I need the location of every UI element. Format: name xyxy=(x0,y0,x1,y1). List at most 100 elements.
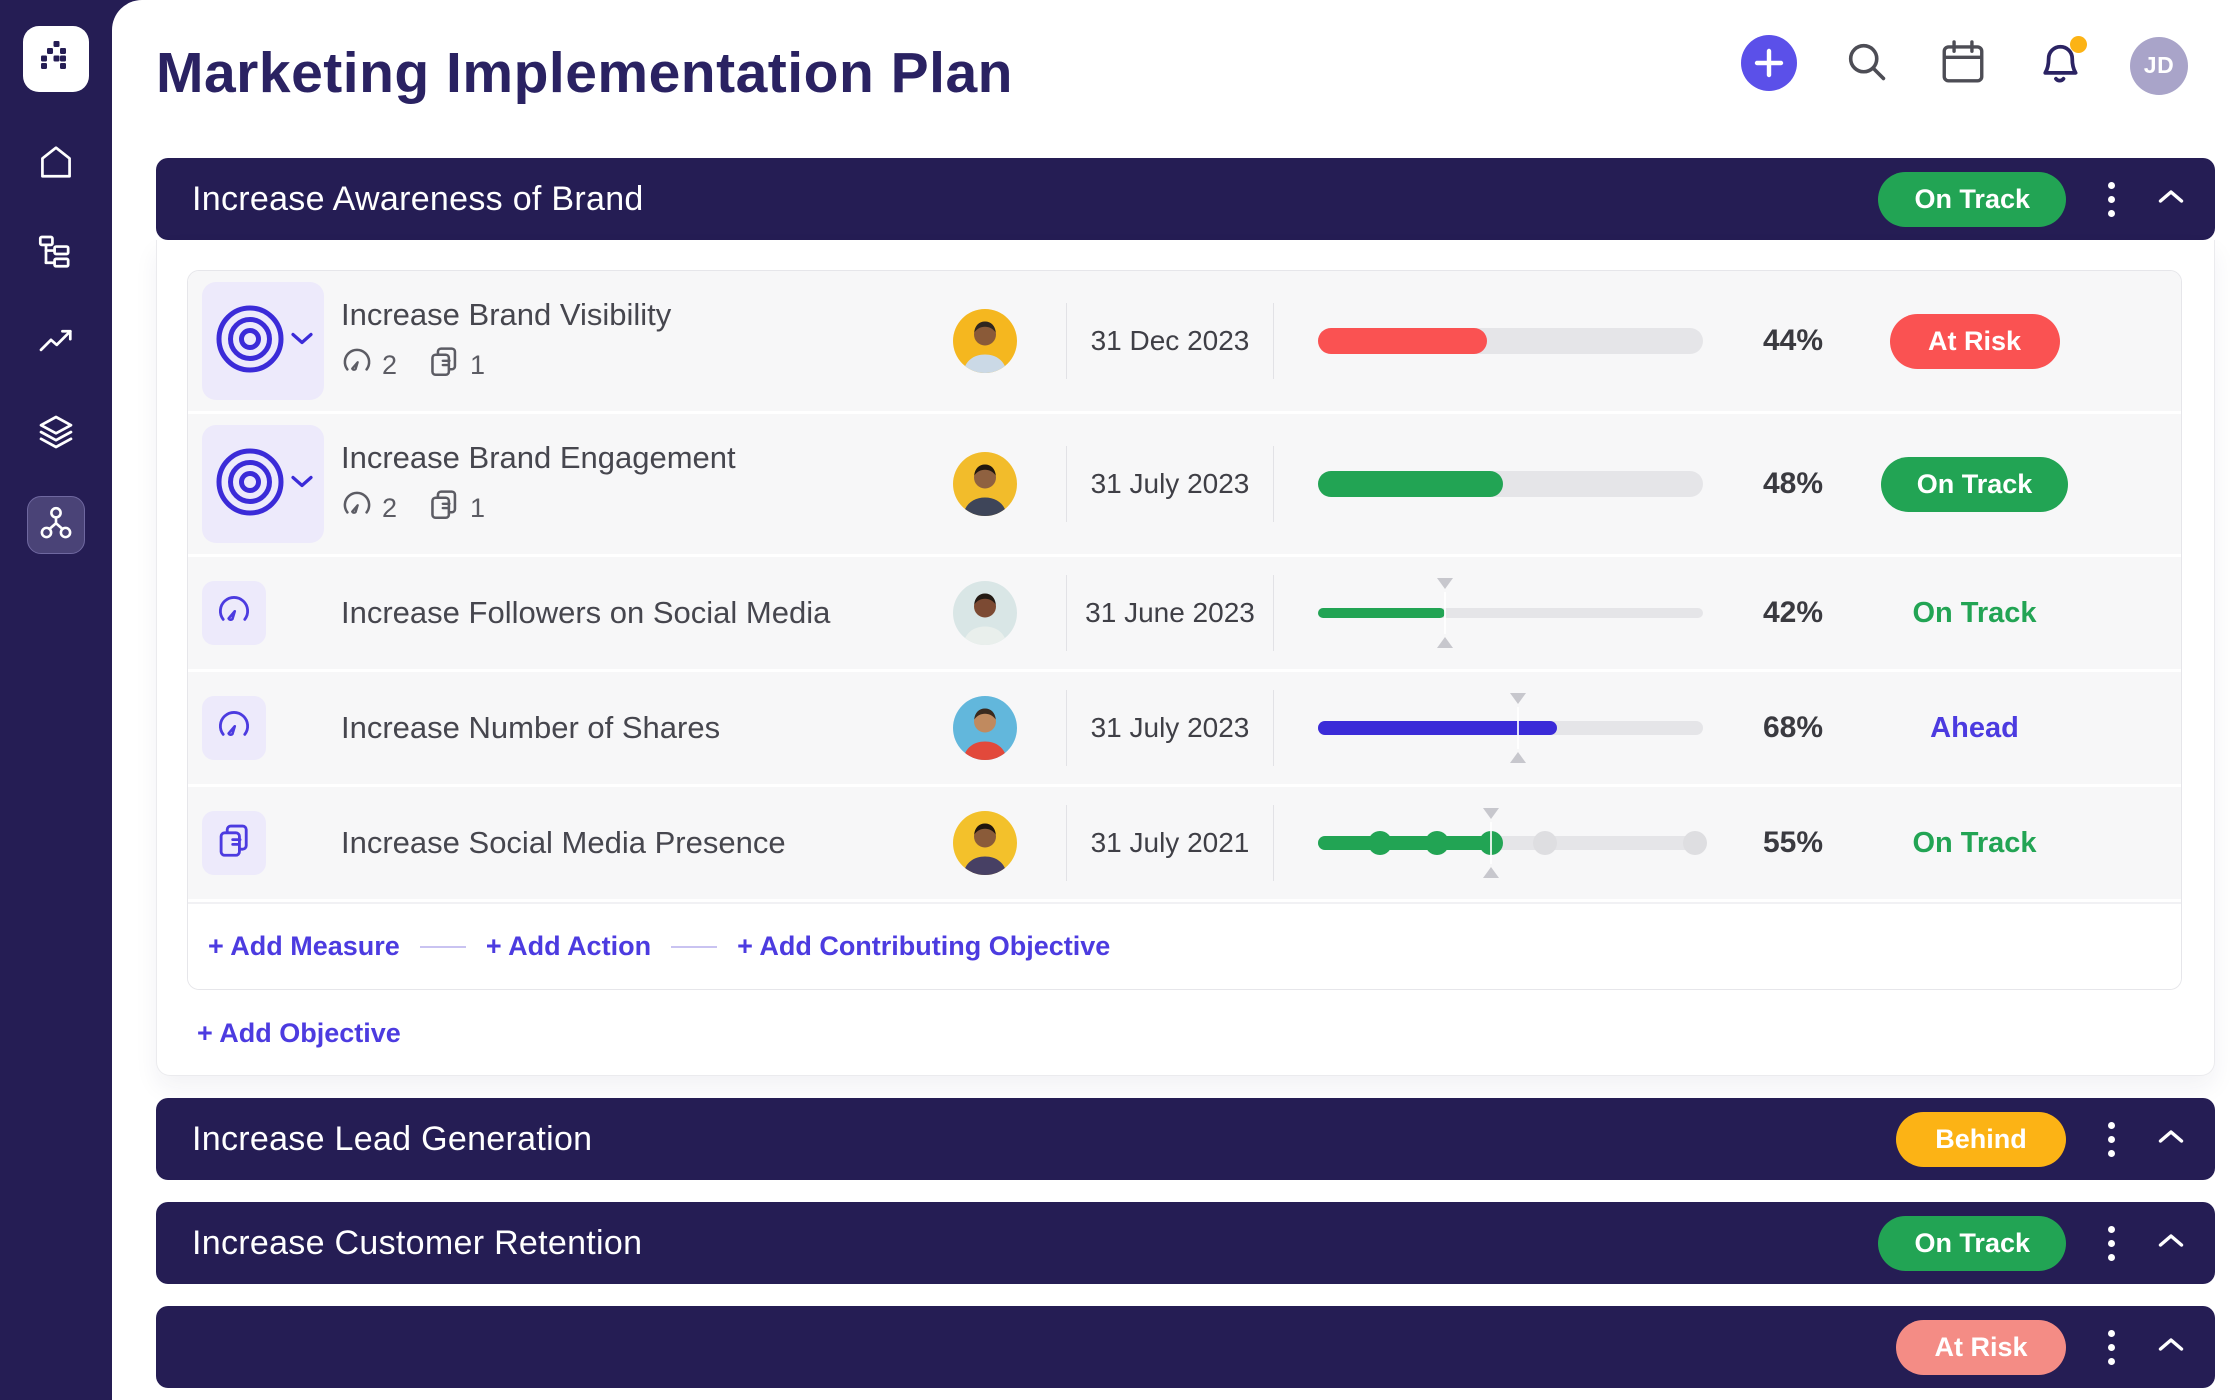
user-avatar: JD xyxy=(2130,36,2188,95)
action-row[interactable]: Increase Social Media Presence 31 July 2… xyxy=(188,787,2181,902)
sidebar-nav xyxy=(0,136,112,554)
row-status-cell: Ahead xyxy=(1823,712,2181,745)
collapse-button[interactable] xyxy=(2157,188,2185,210)
collapse-button[interactable] xyxy=(2157,1128,2185,1150)
objective-expand-toggle[interactable] xyxy=(202,282,324,400)
milestone-done-dot xyxy=(1425,831,1450,855)
row-icon-cell xyxy=(188,581,333,645)
section-header-bar[interactable]: Increase Customer Retention On Track xyxy=(156,1202,2215,1284)
objective-row[interactable]: Increase Brand Visibility 2 1 31 Dec 202… xyxy=(188,271,2181,414)
row-icon-cell xyxy=(188,696,333,760)
gauge-icon xyxy=(216,593,252,634)
sidebar-item-layers[interactable] xyxy=(28,406,84,462)
row-icon-cell xyxy=(188,811,333,875)
add-action-link[interactable]: + Add Action xyxy=(485,931,652,961)
section-header-bar[interactable]: Increase Awareness of Brand On Track xyxy=(156,158,2215,240)
gauge-icon xyxy=(341,346,373,385)
progress-cell xyxy=(1274,471,1729,497)
kebab-menu-button[interactable] xyxy=(2104,1118,2119,1161)
target-marker xyxy=(1434,578,1456,648)
measure-count: 2 xyxy=(341,346,397,385)
status-badge: On Track xyxy=(1880,456,2069,512)
calendar-button[interactable] xyxy=(1938,38,1988,93)
kebab-menu-button[interactable] xyxy=(2104,178,2119,221)
progress-percent: 48% xyxy=(1762,467,1823,500)
row-title: Increase Followers on Social Media xyxy=(341,595,831,630)
document-icon xyxy=(215,822,253,865)
notifications-icon xyxy=(2034,38,2084,93)
assignee-avatar[interactable] xyxy=(952,811,1017,875)
status-badge: On Track xyxy=(1878,171,2066,227)
chevron-up-icon xyxy=(2157,190,2185,209)
action-count: 1 xyxy=(427,345,485,386)
app-logo[interactable] xyxy=(23,26,89,92)
progress-fill xyxy=(1318,471,1503,497)
status-badge: Behind xyxy=(1896,1111,2066,1167)
target-marker xyxy=(1507,693,1529,763)
progress-percent: 55% xyxy=(1762,826,1823,859)
search-icon xyxy=(1844,39,1892,92)
chevron-up-icon xyxy=(2157,1130,2185,1149)
layers-icon xyxy=(36,412,76,457)
objective-detail-card: Increase Brand Visibility 2 1 31 Dec 202… xyxy=(187,270,2182,990)
due-date: 31 June 2023 xyxy=(1066,575,1274,651)
sidebar-item-home[interactable] xyxy=(28,136,84,192)
section-header-actions: On Track xyxy=(1878,1215,2185,1271)
milestone-todo-dot xyxy=(1683,831,1708,855)
objective-expand-toggle[interactable] xyxy=(202,425,324,543)
add-contributing-objective-link[interactable]: + Add Contributing Objective xyxy=(737,931,1111,961)
sidebar-item-hierarchy[interactable] xyxy=(28,226,84,282)
due-date: 31 Dec 2023 xyxy=(1066,303,1274,379)
assignee-avatar[interactable] xyxy=(952,581,1017,645)
notifications-button[interactable] xyxy=(2034,36,2087,93)
collapse-button[interactable] xyxy=(2157,1232,2185,1254)
kebab-menu-button[interactable] xyxy=(2104,1326,2119,1369)
assignee-avatar[interactable] xyxy=(952,309,1017,373)
due-date: 31 July 2021 xyxy=(1066,805,1274,881)
row-status-cell: On Track xyxy=(1823,826,2181,860)
row-title-cell: Increase Number of Shares xyxy=(333,710,903,746)
profile-button[interactable]: JD xyxy=(2130,36,2188,95)
gauge-icon xyxy=(341,489,373,528)
collapse-button[interactable] xyxy=(2157,1336,2185,1358)
progress-track xyxy=(1318,822,1708,864)
action-count: 1 xyxy=(427,488,485,529)
section-header-bar[interactable]: Increase Lead Generation Behind xyxy=(156,1098,2215,1180)
add-objective-link[interactable]: + Add Objective xyxy=(197,1018,401,1048)
progress-cell xyxy=(1274,822,1729,864)
sidebar-item-network[interactable] xyxy=(27,496,85,554)
logo-grid-icon xyxy=(34,35,78,84)
status-badge: At Risk xyxy=(1889,313,2060,369)
kebab-menu-button[interactable] xyxy=(2104,1222,2119,1265)
section-header-actions: Behind xyxy=(1896,1111,2185,1167)
add-button[interactable] xyxy=(1740,34,1798,97)
gauge-icon xyxy=(216,708,252,749)
row-status-cell: On Track xyxy=(1823,596,2181,630)
link-separator xyxy=(419,945,466,948)
row-counts: 2 1 xyxy=(341,345,903,386)
progress-fill xyxy=(1318,836,1492,850)
section-header-bar[interactable]: At Risk xyxy=(156,1306,2215,1388)
measure-row[interactable]: Increase Number of Shares 31 July 2023 68… xyxy=(188,672,2181,787)
objective-row[interactable]: Increase Brand Engagement 2 1 31 July 20… xyxy=(188,414,2181,557)
status-label: On Track xyxy=(1912,826,2037,859)
measure-row[interactable]: Increase Followers on Social Media 31 Ju… xyxy=(188,557,2181,672)
hierarchy-icon xyxy=(36,232,76,277)
objective-section: Increase Lead Generation Behind xyxy=(156,1098,2215,1180)
milestone-todo-dot xyxy=(1533,831,1558,855)
target-icon xyxy=(213,445,287,524)
due-date: 31 July 2023 xyxy=(1066,690,1274,766)
section-header-actions: At Risk xyxy=(1896,1319,2185,1375)
assignee-avatar[interactable] xyxy=(952,452,1017,516)
sidebar-item-trend[interactable] xyxy=(28,316,84,372)
status-label: On Track xyxy=(1912,596,2037,629)
section-title: Increase Lead Generation xyxy=(192,1119,593,1158)
progress-track xyxy=(1318,592,1703,634)
objective-section: At Risk xyxy=(156,1306,2215,1388)
add-measure-link[interactable]: + Add Measure xyxy=(208,931,400,961)
progress-percent: 68% xyxy=(1762,711,1823,744)
search-button[interactable] xyxy=(1844,39,1892,92)
row-title-cell: Increase Social Media Presence xyxy=(333,825,903,861)
assignee-avatar[interactable] xyxy=(952,696,1017,760)
measure-type-badge xyxy=(202,581,266,645)
